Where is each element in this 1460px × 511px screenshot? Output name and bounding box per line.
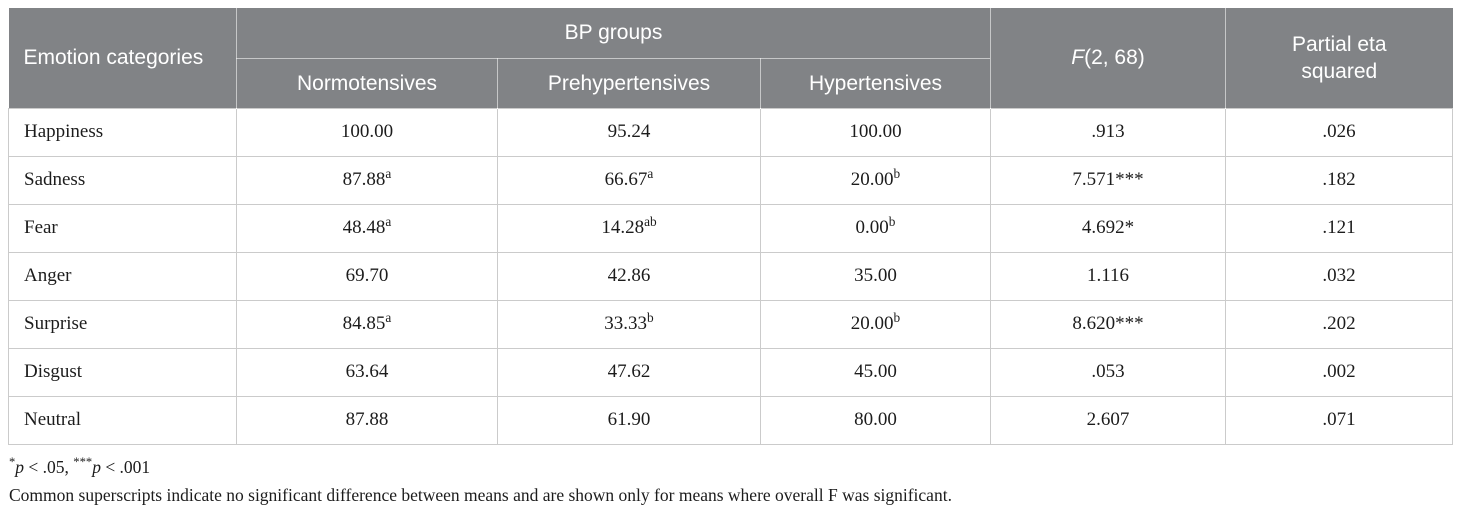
significance-footnote: *p < .05, ***p < .001	[9, 454, 1452, 482]
f-statistic-header: F(2, 68)	[990, 8, 1226, 108]
table-footnotes: *p < .05, ***p < .001 Common superscript…	[8, 445, 1452, 508]
value-cell: 47.62	[497, 347, 761, 397]
emotion-category-cell: Disgust	[8, 347, 237, 397]
table-row: Happiness 100.00 95.24 100.00.913.026	[8, 107, 1454, 157]
superscript-marker: a	[385, 213, 392, 229]
table-row: Fear 48.48a 14.28ab 0.00b 4.692* .121	[8, 203, 1454, 253]
value-cell: 80.00	[759, 395, 992, 445]
table-row: Anger 69.70 42.86 35.00 1.116.032	[8, 251, 1454, 301]
value-cell: 95.24	[497, 107, 761, 157]
emotion-category-cell: Neutral	[8, 395, 237, 445]
table-row: Disgust 63.64 47.62 45.00.053.002	[8, 347, 1454, 397]
value-cell: 69.70	[236, 251, 498, 301]
f-statistic-symbol: F	[1071, 46, 1085, 70]
table-body: Happiness 100.00 95.24 100.00.913.026 Sadnes…	[8, 107, 1454, 445]
footnote-segment: ***	[73, 455, 93, 470]
emotion-categories-header: Emotion categories	[8, 8, 237, 108]
superscript-marker: a	[647, 165, 654, 181]
f-statistic-df: (2, 68)	[1084, 46, 1145, 70]
value-cell: 0.00b	[759, 203, 992, 253]
value-cell: 66.67a	[497, 155, 761, 205]
eta-value-cell: .071	[1225, 395, 1454, 445]
header-row-subgroups: Normotensives Prehypertensives Hypertens…	[9, 58, 1453, 108]
superscript-marker: b	[888, 213, 896, 229]
superscript-marker: ab	[644, 213, 657, 229]
value-cell: 42.86	[497, 251, 761, 301]
superscript-marker: b	[893, 165, 901, 181]
value-cell: 35.00	[759, 251, 992, 301]
table-row: Neutral 87.88 61.90 80.00 2.607.071	[8, 395, 1454, 445]
f-value-cell: 2.607	[990, 395, 1227, 445]
emotion-recognition-table: Emotion categories BP groups F(2, 68) Pa…	[8, 8, 1454, 445]
emotion-category-cell: Happiness	[8, 107, 237, 157]
value-cell: 63.64	[236, 347, 498, 397]
value-cell: 100.00	[759, 107, 992, 157]
table-header: Emotion categories BP groups F(2, 68) Pa…	[8, 8, 1453, 108]
value-cell: 61.90	[497, 395, 761, 445]
f-value-cell: .053	[990, 347, 1227, 397]
footnote-segment: < .001	[100, 456, 151, 477]
prehypertensives-header: Prehypertensives	[497, 58, 761, 108]
value-cell: 84.85a	[236, 299, 498, 349]
table-row: Sadness 87.88a 66.67a 20.00b 7.571*** .182	[8, 155, 1454, 205]
eta-value-cell: .032	[1225, 251, 1454, 301]
value-cell: 20.00b	[759, 299, 992, 349]
superscript-footnote: Common superscripts indicate no signific…	[9, 484, 952, 505]
f-value-cell: 1.116	[990, 251, 1227, 301]
eta-value-cell: .026	[1225, 107, 1454, 157]
value-cell: 45.00	[759, 347, 992, 397]
value-cell: 33.33b	[497, 299, 761, 349]
f-value-cell: .913	[990, 107, 1227, 157]
eta-value-cell: .182	[1225, 155, 1454, 205]
emotion-category-cell: Surprise	[8, 299, 237, 349]
superscript-marker: b	[647, 309, 654, 325]
value-cell: 87.88	[236, 395, 498, 445]
partial-eta-squared-header: Partial eta squared	[1225, 8, 1453, 108]
normotensives-header: Normotensives	[236, 58, 498, 108]
hypertensives-header: Hypertensives	[759, 58, 991, 108]
eta-value-cell: .202	[1225, 299, 1454, 349]
footnote-segment: p	[15, 456, 25, 477]
f-value-cell: 4.692*	[990, 203, 1227, 253]
value-cell: 20.00b	[759, 155, 992, 205]
header-row-top: Emotion categories BP groups F(2, 68) Pa…	[8, 8, 1453, 108]
superscript-marker: b	[893, 309, 901, 325]
superscript-marker: a	[385, 309, 392, 325]
superscript-marker: a	[385, 165, 392, 181]
emotion-category-cell: Fear	[8, 203, 237, 253]
bp-groups-header: BP groups	[235, 8, 991, 59]
footnote-segment: < .05,	[24, 456, 74, 477]
value-cell: 48.48a	[236, 203, 498, 253]
f-value-cell: 8.620***	[990, 299, 1227, 349]
emotion-category-cell: Anger	[8, 251, 237, 301]
emotion-category-cell: Sadness	[8, 155, 237, 205]
footnote-segment: *	[9, 455, 16, 470]
value-cell: 87.88a	[236, 155, 498, 205]
table-row: Surprise 84.85a 33.33b 20.00b 8.620*** .202	[8, 299, 1454, 349]
f-value-cell: 7.571***	[990, 155, 1227, 205]
eta-value-cell: .002	[1225, 347, 1454, 397]
footnote-segment: p	[92, 456, 101, 477]
value-cell: 100.00	[236, 107, 498, 157]
value-cell: 14.28ab	[497, 203, 761, 253]
eta-value-cell: .121	[1225, 203, 1454, 253]
